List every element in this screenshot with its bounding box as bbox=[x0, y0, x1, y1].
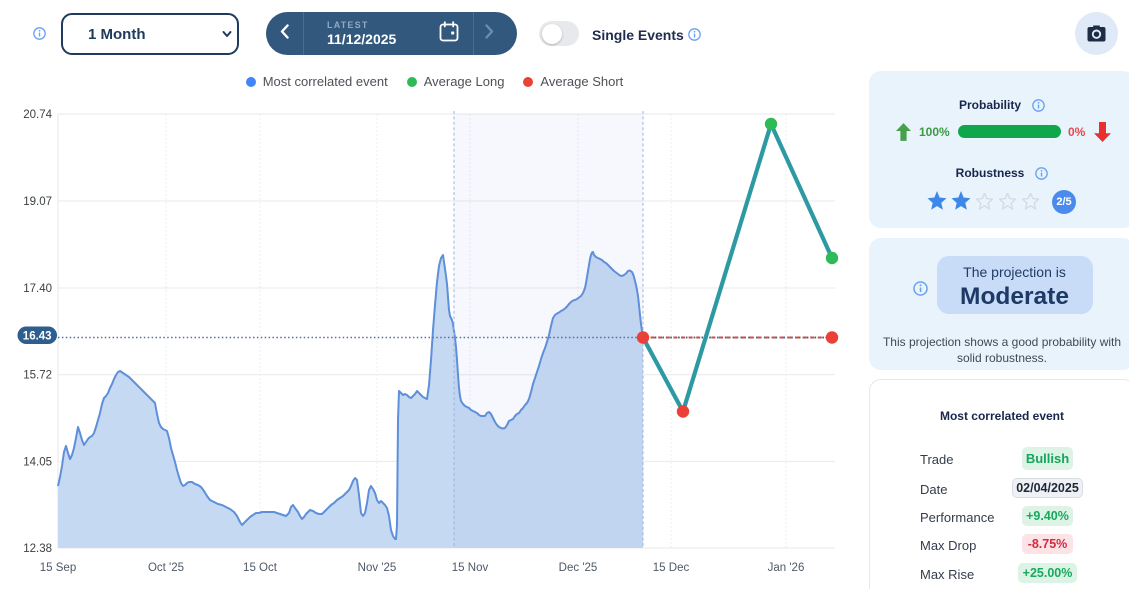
svg-text:15.72: 15.72 bbox=[23, 370, 52, 382]
svg-text:15 Oct: 15 Oct bbox=[243, 562, 278, 574]
svg-text:20.74: 20.74 bbox=[23, 109, 52, 121]
svg-text:Nov '25: Nov '25 bbox=[358, 562, 397, 574]
svg-text:19.07: 19.07 bbox=[23, 196, 52, 208]
svg-text:14.05: 14.05 bbox=[23, 456, 52, 468]
svg-text:16.43: 16.43 bbox=[23, 331, 52, 343]
svg-text:15 Sep: 15 Sep bbox=[40, 562, 76, 574]
svg-text:Jan '26: Jan '26 bbox=[768, 562, 805, 574]
svg-text:Oct '25: Oct '25 bbox=[148, 562, 184, 574]
svg-text:Dec '25: Dec '25 bbox=[559, 562, 598, 574]
svg-text:15 Nov: 15 Nov bbox=[452, 562, 489, 574]
svg-text:15 Dec: 15 Dec bbox=[653, 562, 690, 574]
svg-text:17.40: 17.40 bbox=[23, 283, 52, 295]
svg-text:12.38: 12.38 bbox=[23, 543, 52, 555]
